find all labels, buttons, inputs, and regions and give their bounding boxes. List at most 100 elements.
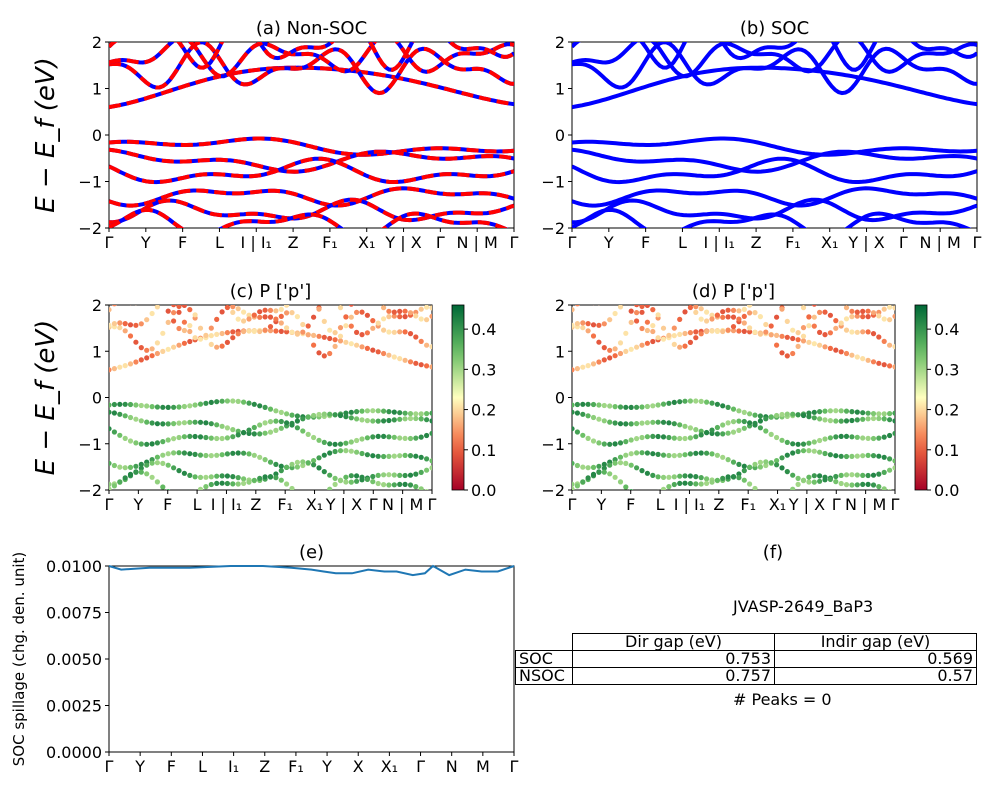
- band-point-c: [160, 300, 165, 305]
- band-point-d: [572, 402, 575, 408]
- band-point-c: [150, 294, 155, 299]
- band-point-c: [262, 307, 268, 313]
- band-point-d: [730, 307, 737, 313]
- band-point-c: [364, 408, 370, 414]
- band-point-d: [790, 327, 796, 333]
- band-point-d: [639, 450, 645, 456]
- band-point-c: [407, 331, 414, 337]
- band-point-c: [413, 435, 419, 441]
- band-point-d: [623, 348, 629, 354]
- band-point-d: [806, 440, 812, 446]
- band-point-c: [391, 482, 397, 488]
- band-point-d: [671, 435, 677, 441]
- band-point-d: [741, 409, 747, 415]
- band-point-c: [111, 401, 117, 408]
- band-point-c: [111, 483, 117, 489]
- band-point-c: [176, 434, 182, 441]
- band-point-d: [838, 433, 844, 439]
- band-point-c: [316, 465, 322, 471]
- band-point-d: [698, 481, 704, 487]
- band-point-c: [273, 316, 279, 322]
- band-point-c: [418, 454, 424, 460]
- band-point-c: [138, 402, 144, 409]
- y-tick-label-a: −1: [78, 173, 102, 192]
- band-point-c: [284, 325, 290, 331]
- band-point-c: [154, 454, 160, 460]
- band-point-d: [822, 450, 828, 457]
- band-point-c: [300, 428, 306, 434]
- band-point-c: [109, 481, 112, 487]
- band-point-c: [257, 314, 263, 320]
- band-point-d: [580, 464, 586, 470]
- band-point-c: [171, 318, 177, 324]
- band-point-c: [117, 401, 123, 407]
- band-point-c: [187, 403, 193, 409]
- band-point-c: [327, 472, 333, 478]
- band-point-c: [219, 452, 225, 458]
- band-point-c: [284, 481, 290, 487]
- bands-group-a: [109, 42, 514, 228]
- band-point-c: [224, 480, 230, 487]
- band-point-c: [154, 404, 160, 410]
- band-point-c: [171, 310, 177, 316]
- band-point-c: [294, 425, 300, 431]
- band-point-d: [720, 403, 726, 409]
- band-point-c: [337, 305, 344, 311]
- band-point-c: [418, 362, 424, 368]
- band-point-d: [870, 482, 877, 488]
- band-point-c: [386, 409, 392, 415]
- band-point-c: [337, 333, 344, 339]
- band-point-c: [203, 474, 209, 480]
- band-point-d: [833, 453, 839, 459]
- band-point-c: [327, 296, 332, 301]
- band-point-c: [235, 398, 241, 404]
- y-tick-label-e: 0.0075: [46, 604, 102, 623]
- band-point-d: [730, 314, 737, 320]
- band-point-c: [133, 440, 139, 446]
- x-tick-label-a: Y: [140, 233, 151, 252]
- band-point-d: [644, 305, 650, 308]
- x-tick-label-d: Y | X: [788, 495, 825, 514]
- band-point-c: [117, 364, 123, 370]
- band-point-d: [892, 305, 895, 311]
- band-point-c: [208, 481, 214, 488]
- band-point-d: [682, 309, 688, 315]
- colorbar-tick-label-d: 0.3: [934, 360, 959, 379]
- band-point-c: [402, 329, 408, 335]
- band-point-c: [251, 312, 257, 318]
- band-line-dashed-a: [109, 65, 514, 110]
- band-point-c: [246, 451, 252, 457]
- y-tick-label-c: 2: [92, 296, 102, 315]
- band-point-c: [397, 356, 403, 362]
- band-point-d: [693, 434, 699, 440]
- band-point-c: [381, 316, 387, 322]
- band-point-d: [741, 425, 747, 431]
- band-point-d: [757, 331, 764, 337]
- band-point-d: [763, 329, 769, 335]
- band-point-c: [295, 491, 300, 496]
- band-point-c: [370, 408, 376, 414]
- band-point-d: [639, 468, 645, 474]
- band-point-c: [359, 309, 365, 315]
- band-point-c: [300, 416, 306, 422]
- band-point-d: [843, 418, 850, 424]
- band-point-d: [687, 425, 694, 431]
- band-point-c: [429, 344, 432, 350]
- band-point-d: [709, 400, 715, 406]
- band-point-c: [348, 323, 354, 329]
- band-point-c: [133, 402, 139, 408]
- band-point-c: [197, 452, 204, 458]
- band-point-d: [817, 478, 823, 484]
- band-point-c: [208, 399, 214, 405]
- band-point-c: [160, 404, 166, 410]
- band-point-d: [623, 460, 629, 466]
- band-point-d: [817, 342, 823, 348]
- y-tick-label-c: −2: [78, 481, 102, 500]
- band-point-c: [149, 346, 155, 352]
- band-point-c: [209, 281, 214, 286]
- band-point-c: [181, 403, 187, 410]
- band-point-d: [811, 448, 817, 454]
- band-point-c: [332, 343, 338, 349]
- row-label-soc: SOC: [515, 650, 573, 668]
- band-point-c: [381, 418, 387, 424]
